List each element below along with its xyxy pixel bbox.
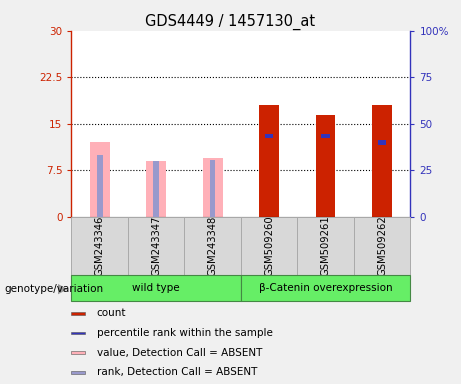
- Bar: [354, 217, 410, 275]
- Bar: [316, 114, 336, 217]
- Bar: [184, 217, 241, 275]
- Bar: [297, 217, 354, 275]
- Polygon shape: [58, 284, 68, 295]
- Text: genotype/variation: genotype/variation: [5, 284, 104, 294]
- Bar: [154, 161, 159, 217]
- Text: GSM509260: GSM509260: [264, 215, 274, 276]
- Text: value, Detection Call = ABSENT: value, Detection Call = ABSENT: [97, 348, 262, 358]
- Bar: [321, 134, 330, 138]
- Text: wild type: wild type: [132, 283, 180, 293]
- Bar: [372, 105, 392, 217]
- Bar: [265, 134, 273, 138]
- Bar: [71, 312, 85, 314]
- Bar: [146, 161, 166, 217]
- Text: percentile rank within the sample: percentile rank within the sample: [97, 328, 272, 338]
- Bar: [128, 217, 184, 275]
- Bar: [71, 217, 128, 275]
- Bar: [378, 140, 386, 145]
- Bar: [71, 351, 85, 354]
- Text: GDS4449 / 1457130_at: GDS4449 / 1457130_at: [145, 13, 316, 30]
- Bar: [203, 158, 223, 217]
- Text: β-Catenin overexpression: β-Catenin overexpression: [259, 283, 392, 293]
- Bar: [241, 217, 297, 275]
- Text: GSM243347: GSM243347: [151, 215, 161, 276]
- Bar: [210, 160, 215, 217]
- Text: GSM509262: GSM509262: [377, 215, 387, 276]
- Bar: [90, 142, 110, 217]
- Text: rank, Detection Call = ABSENT: rank, Detection Call = ABSENT: [97, 367, 257, 377]
- Text: GSM243346: GSM243346: [95, 215, 105, 276]
- Text: GSM243348: GSM243348: [207, 216, 218, 276]
- Bar: [71, 275, 241, 301]
- Text: GSM509261: GSM509261: [320, 215, 331, 276]
- Bar: [241, 275, 410, 301]
- Bar: [97, 155, 102, 217]
- Bar: [71, 331, 85, 334]
- Bar: [259, 105, 279, 217]
- Text: count: count: [97, 308, 126, 318]
- Bar: [71, 371, 85, 374]
